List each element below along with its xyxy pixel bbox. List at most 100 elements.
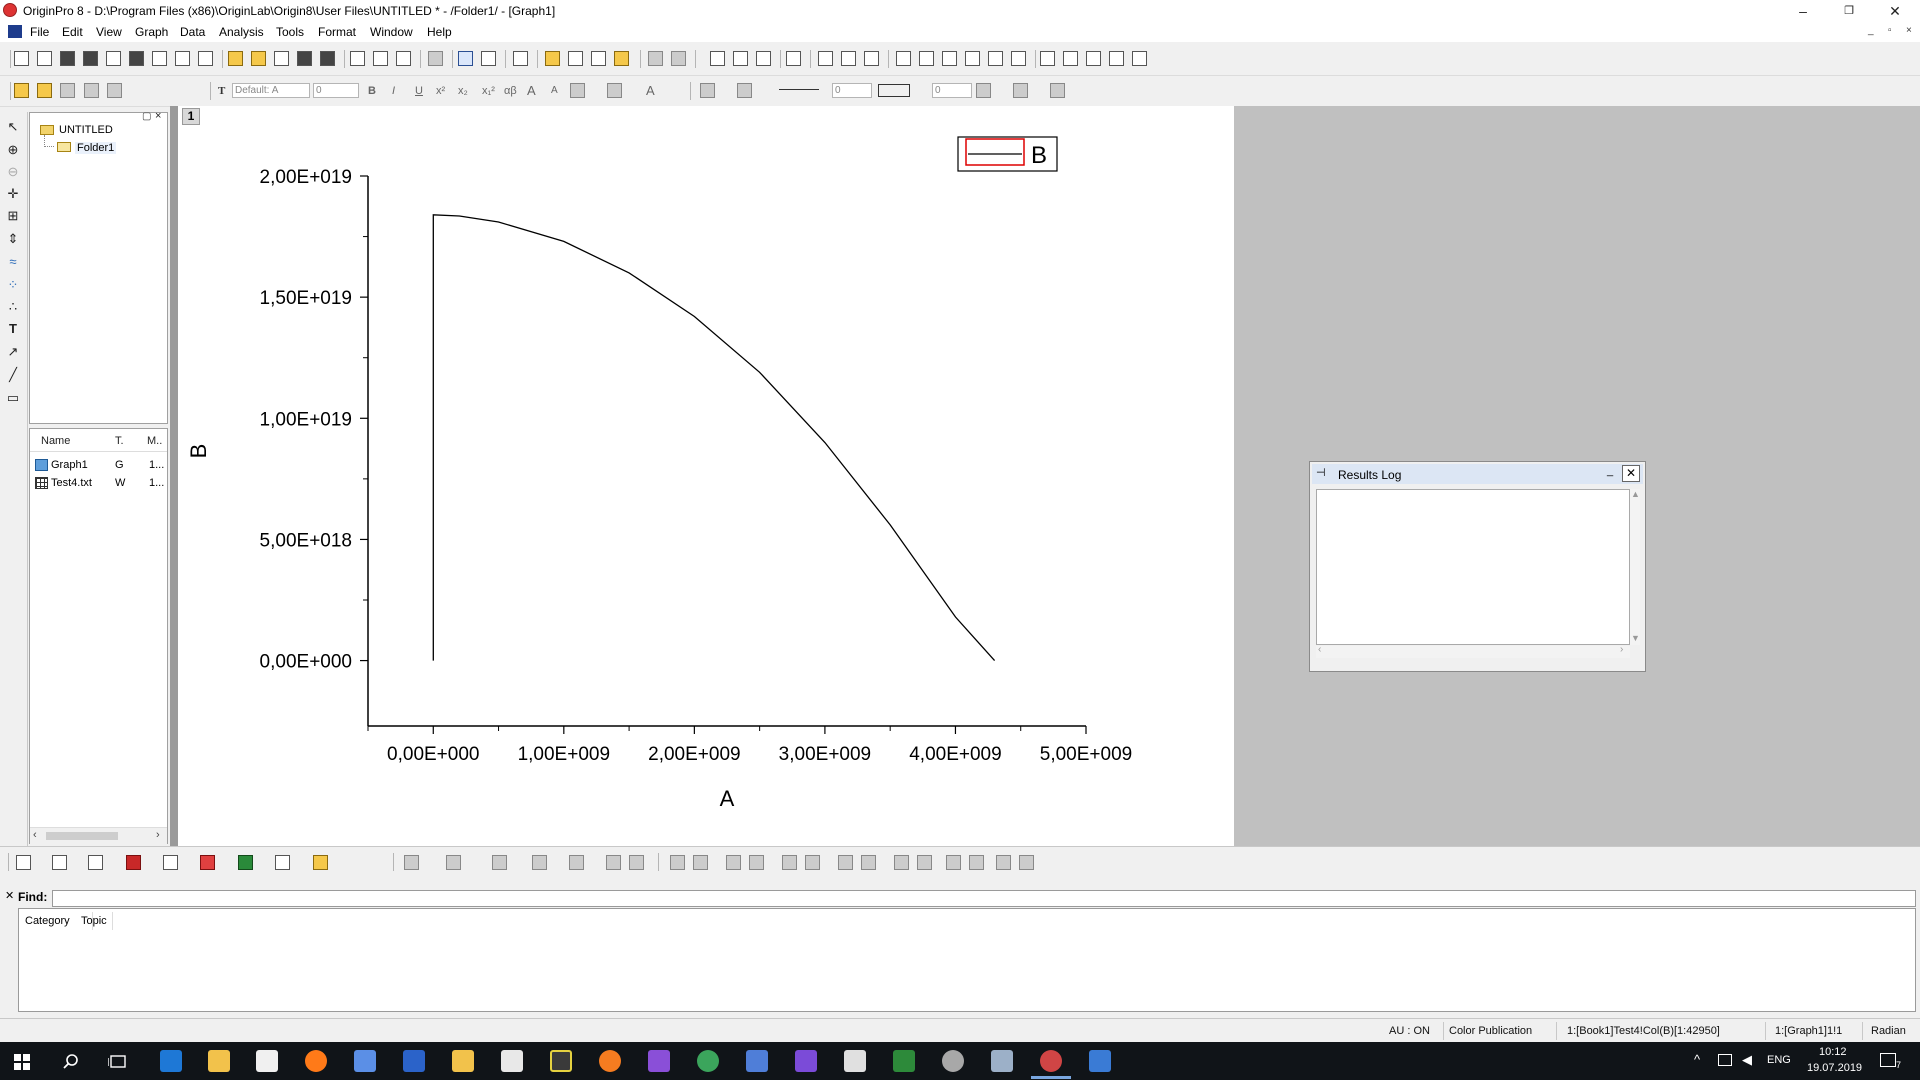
y-tick-label[interactable]: 0,00E+000 [260, 652, 352, 673]
graph-window-icon[interactable] [8, 25, 22, 38]
hscroll-left-icon[interactable]: ‹ [1318, 644, 1322, 655]
align-left-obj-icon[interactable] [670, 855, 685, 870]
print-icon[interactable] [428, 51, 443, 66]
network-app-icon[interactable] [354, 1050, 376, 1072]
ungroup-icon[interactable] [446, 855, 461, 870]
windows-start-icon[interactable] [14, 1054, 30, 1070]
origin-app-icon[interactable] [3, 3, 17, 17]
network-tray-icon[interactable] [1718, 1054, 1732, 1066]
find-panel-close-icon[interactable]: ✕ [5, 890, 15, 902]
align-left-icon[interactable] [570, 83, 585, 98]
firebird-icon[interactable] [599, 1050, 621, 1072]
zoom-out-tool-icon[interactable]: ⊖ [7, 164, 19, 179]
scrollbar-thumb[interactable] [46, 832, 118, 840]
line-tool-icon[interactable]: ╱ [9, 367, 17, 382]
border-style-select[interactable] [877, 83, 927, 98]
user-app-icon[interactable] [452, 1050, 474, 1072]
terminal-icon[interactable] [550, 1050, 572, 1072]
clock-date[interactable]: 19.07.2019 [1807, 1062, 1863, 1074]
line-symbol-icon[interactable] [88, 855, 103, 870]
menu-help[interactable]: Help [427, 25, 452, 39]
chrome-icon[interactable] [697, 1050, 719, 1072]
scroll-up-icon[interactable]: ▲ [1631, 489, 1640, 499]
legend-selection-rect[interactable] [965, 138, 1025, 166]
menu-analysis[interactable]: Analysis [219, 25, 264, 39]
x-tick-label[interactable]: 3,00E+009 [779, 744, 871, 765]
mdi-close-button[interactable]: × [1906, 25, 1912, 36]
hscroll-right-icon[interactable]: › [1620, 644, 1624, 655]
new-project-icon[interactable] [14, 51, 29, 66]
draw-data-icon[interactable]: ≈ [9, 254, 17, 269]
minimize-button[interactable]: – [1799, 3, 1807, 19]
tab-category[interactable]: Category [25, 915, 70, 927]
align-hcenter-icon[interactable] [805, 855, 820, 870]
table-format-icon[interactable] [1050, 83, 1065, 98]
results-log-minimize[interactable]: _ [1606, 465, 1614, 477]
firefox-icon[interactable] [305, 1050, 327, 1072]
mdi-minimize-button[interactable]: _ [1868, 25, 1874, 36]
x-axis-title[interactable]: A [720, 786, 735, 811]
import-single-icon[interactable] [350, 51, 365, 66]
pattern-icon[interactable] [976, 83, 991, 98]
arrow-tool-icon[interactable]: ↗ [7, 344, 19, 359]
data-reader-icon[interactable]: ⊞ [7, 208, 19, 223]
tree-folder-label[interactable]: Folder1 [75, 142, 117, 154]
new-notes-icon[interactable] [198, 51, 213, 66]
axis-box-icon[interactable] [965, 51, 980, 66]
vm-app-icon[interactable] [403, 1050, 425, 1072]
language-indicator[interactable]: ENG [1767, 1054, 1791, 1066]
add-top-x-icon[interactable] [864, 51, 879, 66]
x-tick-label[interactable]: 5,00E+009 [1040, 744, 1132, 765]
results-log-vscroll[interactable]: ▲ ▼ [1630, 489, 1640, 645]
data-selector-icon[interactable]: ⇕ [7, 231, 19, 246]
results-log-content[interactable] [1316, 489, 1630, 645]
x-tick-label[interactable]: 4,00E+009 [909, 744, 1001, 765]
origin-window-icon[interactable] [1089, 1050, 1111, 1072]
lock-icon[interactable] [60, 83, 75, 98]
align-top-obj-icon[interactable] [726, 855, 741, 870]
menu-edit[interactable]: Edit [62, 25, 83, 39]
tab-topic[interactable]: Topic [81, 915, 107, 927]
close-button[interactable]: ✕ [1889, 3, 1901, 19]
spread-v-icon[interactable] [917, 855, 932, 870]
spread-h-icon[interactable] [894, 855, 909, 870]
underline-button[interactable]: U [415, 85, 423, 97]
new-workbook-icon[interactable] [60, 51, 75, 66]
object-resize-icon[interactable] [969, 855, 984, 870]
screen-reader-icon[interactable]: ✛ [7, 186, 19, 201]
restore-button[interactable]: ❐ [1844, 5, 1854, 17]
border-width-select[interactable]: 0 [932, 83, 972, 98]
floppy-app-icon[interactable] [746, 1050, 768, 1072]
column-icon[interactable] [607, 83, 622, 98]
open-template-icon[interactable] [251, 51, 266, 66]
arrange-icon[interactable] [107, 83, 122, 98]
script-window-icon[interactable] [648, 51, 663, 66]
y-tick-label[interactable]: 2,00E+019 [260, 167, 352, 188]
fill-color-icon[interactable] [700, 83, 715, 98]
code-builder-icon[interactable] [591, 51, 606, 66]
decrease-font-button[interactable]: A [551, 85, 558, 96]
regional-mask-icon[interactable]: ⁘ [7, 277, 19, 292]
notification-icon[interactable] [1880, 1053, 1896, 1067]
table-icon[interactable] [1132, 51, 1147, 66]
axis-cross-icon[interactable] [1011, 51, 1026, 66]
list-horizontal-scrollbar[interactable]: ‹ › [30, 827, 167, 844]
new-folder-icon[interactable] [37, 51, 52, 66]
save-project-icon[interactable] [297, 51, 312, 66]
subscript-button[interactable]: x₂ [458, 85, 468, 97]
tray-chevron-icon[interactable]: ^ [1694, 1052, 1701, 1067]
scroll-down-icon[interactable]: ▼ [1631, 633, 1640, 643]
superscript-button[interactable]: x² [436, 85, 446, 97]
menu-data[interactable]: Data [180, 25, 206, 39]
menu-format[interactable]: Format [318, 25, 357, 39]
y-tick-label[interactable]: 1,00E+019 [260, 409, 352, 430]
zoom-out-icon[interactable] [733, 51, 748, 66]
same-height-icon[interactable] [861, 855, 876, 870]
pie-plot-icon[interactable] [163, 855, 178, 870]
new-graph-icon[interactable] [106, 51, 121, 66]
whole-page-icon[interactable] [756, 51, 771, 66]
axis-bottom-icon[interactable] [896, 51, 911, 66]
x-tick-label[interactable]: 0,00E+000 [387, 744, 479, 765]
rescale-icon[interactable] [786, 51, 801, 66]
layer-scale-icon[interactable] [1086, 51, 1101, 66]
